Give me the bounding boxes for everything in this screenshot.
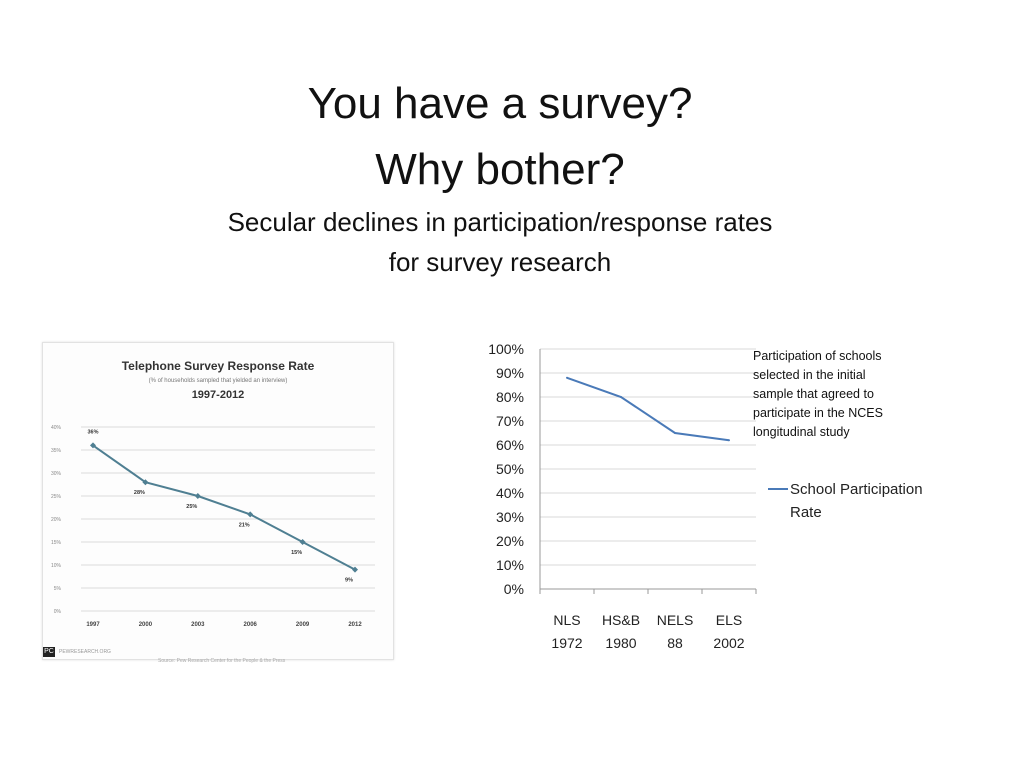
right-chart-plot: 0% 10% 20% 30% 40% 50% 60% 70% 80% 90% 100% NLS 1972… (488, 341, 757, 651)
right-x-tick-label: NELS (657, 612, 694, 628)
left-data-point (90, 442, 96, 449)
slide-title: You have a survey? (307, 79, 693, 128)
right-y-tick-label: 0% (504, 581, 524, 597)
left-series-line (92, 444, 356, 571)
right-y-tick-label: 40% (496, 485, 524, 501)
left-chart-url: PEWRESEARCH.ORG (59, 649, 111, 655)
left-data-point (299, 539, 306, 545)
right-y-tick-label: 90% (496, 365, 524, 381)
left-data-label: 9% (345, 578, 353, 584)
right-x-tick-label: NLS (553, 612, 580, 628)
left-x-tick-label: 2003 (191, 622, 205, 628)
legend-label: School Participation Rate (790, 481, 923, 521)
telephone-response-chart: Telephone Survey Response Rate (% of hou… (42, 342, 394, 660)
left-y-tick-label: 30% (51, 471, 62, 477)
pew-logo: PC (43, 647, 55, 657)
right-data-point (620, 396, 622, 398)
right-series-line (566, 376, 730, 442)
left-y-tick-label: 5% (54, 586, 62, 592)
left-data-label: 28% (134, 490, 145, 496)
school-participation-chart: 0% 10% 20% 30% 40% 50% 60% 70% 80% 90% 100% NLS 1972… (470, 335, 770, 665)
right-y-tick-label: 50% (496, 461, 524, 477)
left-x-tick-label: 1997 (86, 622, 100, 628)
left-y-tick-label: 15% (51, 540, 62, 546)
right-data-point (728, 439, 730, 442)
slide-subtitle-line1: Secular declines in participation/respon… (227, 207, 773, 237)
left-data-point (247, 511, 254, 518)
right-y-tick-label: 20% (496, 533, 524, 549)
legend-swatch (768, 488, 788, 490)
left-y-tick-label: 40% (51, 425, 62, 431)
left-y-tick-label: 35% (51, 448, 62, 454)
right-y-tick-label: 60% (496, 437, 524, 453)
right-x-tick-label-year: 1980 (605, 635, 636, 651)
left-data-label: 25% (186, 504, 197, 510)
slide-subtitle-line2: for survey research (388, 247, 612, 277)
right-y-tick-label: 30% (496, 509, 524, 525)
right-data-point (566, 376, 568, 379)
left-x-tick-label: 2006 (244, 622, 258, 628)
left-chart-period: 1997-2012 (191, 389, 245, 401)
right-data-point (674, 432, 676, 434)
slide-title-block: You have a survey? Why bother? Secular d… (0, 78, 1000, 282)
left-x-tick-label: 2009 (296, 622, 310, 628)
left-data-label: 36% (87, 429, 98, 435)
left-chart-subtitle: (% of households sampled that yielded an… (148, 378, 288, 384)
right-y-tick-label: 80% (496, 389, 524, 405)
left-data-point (194, 493, 201, 499)
left-y-tick-label: 10% (51, 563, 62, 569)
left-y-tick-label: 0% (54, 609, 62, 615)
left-data-label: 21% (239, 522, 250, 528)
left-chart-source: Source: Pew Research Center for the Peop… (158, 658, 286, 664)
right-chart-legend: School Participation Rate (768, 478, 930, 524)
right-x-tick-label: HS&B (602, 612, 640, 628)
right-x-tick-label: ELS (716, 612, 742, 628)
left-data-point (142, 479, 149, 486)
right-x-tick-label-year: 88 (667, 635, 683, 651)
right-y-tick-label: 100% (488, 341, 524, 357)
right-x-tick-label-year: 1972 (551, 635, 582, 651)
left-y-tick-label: 25% (51, 494, 62, 500)
right-x-tick-label-year: 2002 (713, 635, 744, 651)
left-x-tick-label: 2012 (348, 622, 362, 628)
right-y-tick-label: 10% (496, 557, 524, 573)
left-y-tick-label: 20% (51, 517, 62, 523)
left-x-tick-label: 2000 (139, 622, 153, 628)
slide-title-question: Why bother? (375, 145, 625, 194)
left-data-label: 15% (291, 550, 302, 556)
left-data-point (352, 566, 358, 573)
left-chart-title: Telephone Survey Response Rate (121, 359, 315, 373)
left-chart-plot: 0% 5% 10% 15% 20% 25% 30% 35% 40% 1997 2000 2003 200… (51, 425, 375, 628)
right-y-tick-label: 70% (496, 413, 524, 429)
chart-annotation: Participation of schools selected in the… (753, 349, 883, 439)
